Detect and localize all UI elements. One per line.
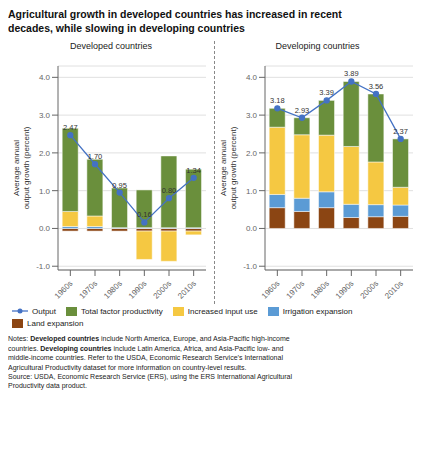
html-text:countries. Developing countrie: countries. Developing countries include …: [8, 344, 284, 352]
svg-text:1980s: 1980s: [309, 279, 331, 301]
html-text:Total factor productivity: Total factor productivity: [81, 306, 163, 316]
svg-text:2000s: 2000s: [358, 279, 380, 301]
svg-text:0.16: 0.16: [137, 211, 152, 220]
html-text:Notes: Developed countries inc: Notes: Developed countries include North…: [8, 335, 290, 343]
svg-text:Average annualoutput growth (p: Average annualoutput growth (percent): [219, 127, 238, 210]
svg-text:0.80: 0.80: [162, 187, 177, 196]
svg-text:1970s: 1970s: [284, 279, 306, 301]
svg-text:3.0: 3.0: [246, 111, 258, 120]
html-text:Land expansion: Land expansion: [27, 319, 84, 329]
svg-text:2010s: 2010s: [176, 279, 198, 301]
html-text:middle-income countries. Refer: middle-income countries. Refer to the US…: [8, 354, 283, 362]
html-text:Productivity data product.: Productivity data product.: [8, 382, 87, 390]
svg-text:2.37: 2.37: [393, 127, 408, 136]
html-text:Output: Output: [32, 306, 56, 316]
svg-text:2010s: 2010s: [383, 279, 405, 301]
svg-text:0.0: 0.0: [246, 225, 258, 234]
html-text:Agricultural growth in develop: Agricultural growth in developed countri…: [8, 8, 342, 34]
svg-text:1.70: 1.70: [88, 153, 103, 162]
svg-text:1990s: 1990s: [127, 279, 149, 301]
html-text:Developed countries: Developed countries: [70, 41, 152, 52]
svg-text:1960s: 1960s: [53, 279, 75, 301]
svg-text:1970s: 1970s: [77, 279, 99, 301]
svg-text:0.95: 0.95: [112, 181, 127, 190]
svg-text:3.18: 3.18: [270, 97, 285, 106]
svg-text:1980s: 1980s: [102, 279, 124, 301]
svg-text:1990s: 1990s: [334, 279, 356, 301]
html-text:Irrigation expansion: Irrigation expansion: [282, 306, 353, 316]
html-text:Source: USDA, Economic Researc: Source: USDA, Economic Research Service …: [8, 373, 292, 380]
svg-text:4.0: 4.0: [39, 73, 51, 82]
html-text:Increased input use: Increased input use: [187, 306, 258, 316]
svg-text:1.0: 1.0: [39, 187, 51, 196]
html-text:Agricultural Productivity data: Agricultural Productivity dataset for mo…: [8, 363, 247, 371]
svg-text:-1.0: -1.0: [36, 262, 50, 271]
svg-text:3.56: 3.56: [369, 82, 384, 91]
svg-text:Average annualoutput growth (p: Average annualoutput growth (percent): [12, 127, 31, 210]
svg-text:3.0: 3.0: [39, 111, 51, 120]
svg-text:3.89: 3.89: [344, 70, 359, 79]
svg-text:1.0: 1.0: [246, 187, 258, 196]
svg-text:2000s: 2000s: [151, 279, 173, 301]
svg-text:3.39: 3.39: [319, 89, 334, 98]
svg-text:4.0: 4.0: [246, 73, 258, 82]
html-text:Developing countries: Developing countries: [275, 41, 360, 52]
svg-text:2.0: 2.0: [39, 149, 51, 158]
svg-text:-1.0: -1.0: [243, 262, 257, 271]
svg-text:2.0: 2.0: [246, 149, 258, 158]
svg-text:2.93: 2.93: [295, 106, 310, 115]
svg-text:1.34: 1.34: [186, 166, 201, 175]
svg-text:0.0: 0.0: [39, 225, 51, 234]
svg-text:2.47: 2.47: [63, 123, 78, 132]
svg-text:1960s: 1960s: [260, 279, 282, 301]
